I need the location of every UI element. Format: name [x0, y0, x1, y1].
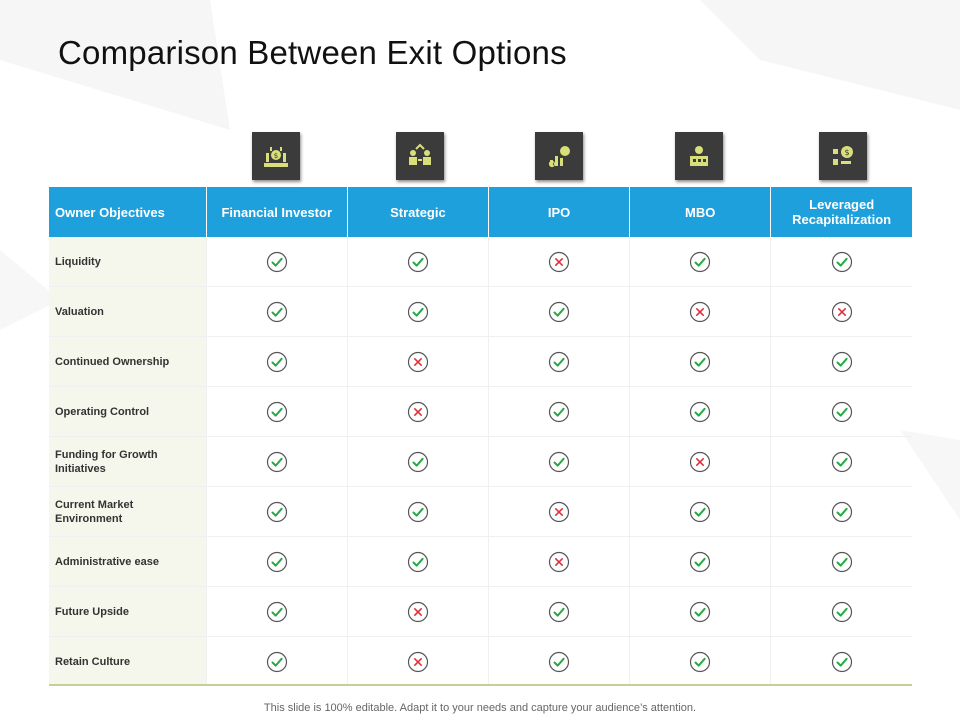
table-row: Future Upside — [49, 586, 912, 637]
row-label: Future Upside — [49, 586, 207, 637]
table-row: Funding for Growth Initiatives — [49, 436, 912, 487]
check-icon — [629, 536, 772, 587]
cross-icon — [629, 286, 772, 337]
check-icon — [347, 237, 489, 287]
cross-icon — [347, 586, 489, 637]
check-icon — [488, 436, 631, 487]
check-icon — [347, 486, 489, 537]
header-leveraged-recapitalization: Leveraged Recapitalization — [770, 187, 912, 237]
check-icon — [629, 586, 772, 637]
row-label: Continued Ownership — [49, 336, 207, 387]
check-icon — [488, 636, 631, 686]
table-row: Retain Culture — [49, 636, 912, 687]
table-bottom-rule — [49, 684, 912, 686]
check-icon — [347, 436, 489, 487]
check-icon — [206, 636, 348, 686]
table-header-row: Owner Objectives Financial Investor Stra… — [49, 187, 912, 237]
cross-icon — [347, 386, 489, 437]
check-icon — [206, 336, 348, 387]
table-row: Valuation — [49, 286, 912, 337]
check-icon — [488, 386, 631, 437]
svg-text:$: $ — [274, 152, 278, 160]
cross-icon — [347, 636, 489, 686]
cross-icon — [488, 536, 631, 587]
header-mbo: MBO — [629, 187, 772, 237]
check-icon — [770, 436, 912, 487]
header-owner-objectives: Owner Objectives — [49, 187, 207, 237]
check-icon — [629, 486, 772, 537]
check-icon — [206, 586, 348, 637]
check-icon — [206, 536, 348, 587]
check-icon — [629, 237, 772, 287]
table-row: Operating Control — [49, 386, 912, 437]
row-label: Retain Culture — [49, 636, 207, 686]
check-icon — [771, 637, 912, 687]
financial-investor-icon: $ — [252, 132, 300, 180]
check-icon — [206, 386, 348, 437]
check-icon — [206, 486, 348, 537]
row-label: Liquidity — [49, 237, 207, 287]
strategic-icon — [396, 132, 444, 180]
cross-icon — [488, 237, 631, 287]
check-icon — [488, 286, 631, 337]
table-row: Administrative ease — [49, 536, 912, 587]
mbo-icon — [675, 132, 723, 180]
check-icon — [770, 586, 912, 637]
row-label: Administrative ease — [49, 536, 207, 587]
table-row: Liquidity — [49, 237, 912, 287]
row-label: Funding for Growth Initiatives — [49, 436, 207, 487]
cross-icon — [488, 486, 631, 537]
row-label: Valuation — [49, 286, 207, 337]
svg-text:$: $ — [844, 148, 849, 157]
check-icon — [770, 536, 912, 587]
cross-icon — [770, 286, 912, 337]
cross-icon — [629, 436, 772, 487]
check-icon — [488, 586, 631, 637]
check-icon — [206, 436, 348, 487]
check-icon — [770, 237, 912, 287]
leveraged-recap-icon: $ — [819, 132, 867, 180]
header-ipo: IPO — [488, 187, 631, 237]
check-icon — [206, 237, 348, 287]
check-icon — [770, 486, 912, 537]
ipo-icon — [535, 132, 583, 180]
check-icon — [347, 286, 489, 337]
check-icon — [629, 336, 772, 387]
check-icon — [488, 336, 631, 387]
slide-footer: This slide is 100% editable. Adapt it to… — [263, 702, 697, 714]
check-icon — [347, 536, 489, 587]
header-strategic: Strategic — [347, 187, 489, 237]
check-icon — [629, 386, 772, 437]
table-row: Continued Ownership — [49, 336, 912, 387]
check-icon — [629, 636, 772, 686]
row-label: Current Market Environment — [49, 486, 207, 537]
check-icon — [206, 286, 348, 337]
comparison-table: Owner Objectives Financial Investor Stra… — [49, 187, 912, 686]
table-row: Current Market Environment — [49, 486, 912, 537]
slide-title: Comparison Between Exit Options — [58, 34, 567, 71]
check-icon — [770, 336, 912, 387]
row-label: Operating Control — [49, 386, 207, 437]
cross-icon — [347, 336, 489, 387]
header-financial-investor: Financial Investor — [206, 187, 348, 237]
check-icon — [770, 386, 912, 437]
